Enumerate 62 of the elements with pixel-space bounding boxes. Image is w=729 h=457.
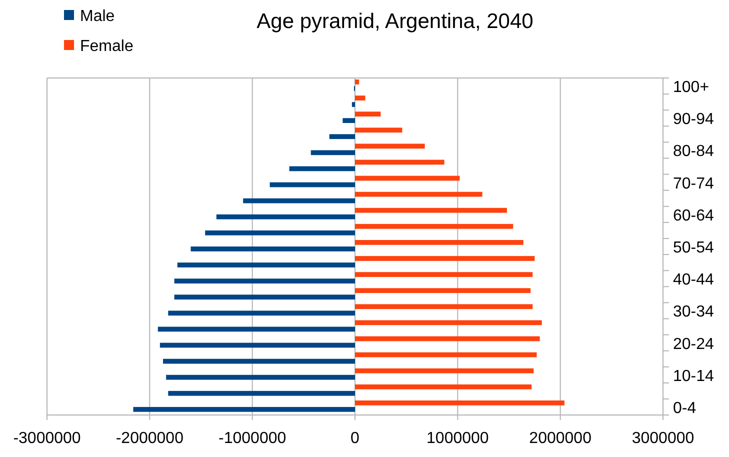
bar <box>168 310 355 316</box>
bar <box>163 358 355 364</box>
bar <box>160 342 355 348</box>
x-tick-label: -1000000 <box>218 430 286 447</box>
bar <box>355 128 402 133</box>
bar <box>355 256 535 261</box>
y-tick-label: 90-94 <box>673 111 714 128</box>
bar <box>355 112 381 116</box>
y-tick-label: 20-24 <box>673 336 714 353</box>
bar <box>355 368 534 374</box>
bar <box>177 262 355 268</box>
x-tick-label: 2000000 <box>529 430 592 447</box>
legend-label: Female <box>80 38 134 55</box>
bar <box>355 144 425 149</box>
bar <box>355 336 540 342</box>
x-tick-label: 1000000 <box>426 430 489 447</box>
x-tick-label: -2000000 <box>116 430 184 447</box>
bar <box>355 208 507 213</box>
y-tick-label: 0-4 <box>673 400 696 417</box>
bar <box>355 80 360 84</box>
bar <box>133 406 355 412</box>
bar <box>355 384 532 390</box>
y-tick-label: 60-64 <box>673 207 714 224</box>
bar <box>355 288 531 294</box>
bar <box>310 150 355 156</box>
bar <box>270 182 355 188</box>
bar <box>342 118 355 123</box>
bar <box>355 192 482 197</box>
bar <box>158 326 355 332</box>
x-tick-label: -3000000 <box>13 430 81 447</box>
bar <box>355 352 537 358</box>
bar <box>355 96 366 100</box>
y-tick-label: 70-74 <box>673 175 714 192</box>
bar <box>355 272 533 277</box>
bar <box>216 214 355 220</box>
legend-label: Male <box>80 8 115 25</box>
x-tick-label: 3000000 <box>632 430 694 447</box>
y-tick-label: 100+ <box>673 79 710 96</box>
bar <box>355 304 533 310</box>
bar <box>355 160 444 165</box>
y-tick-label: 80-84 <box>673 143 714 160</box>
bar <box>174 278 355 284</box>
bar <box>168 390 355 396</box>
x-tick-label: 0 <box>350 430 360 447</box>
y-tick-label: 10-14 <box>673 368 714 385</box>
y-tick-label: 50-54 <box>673 240 714 256</box>
y-tick-label: 30-34 <box>673 304 714 321</box>
bar <box>205 230 355 236</box>
bar <box>190 246 355 252</box>
bar <box>329 134 355 140</box>
bar <box>355 224 514 229</box>
y-tick-label: 40-44 <box>673 272 714 289</box>
bar <box>243 198 355 204</box>
bar <box>289 166 355 172</box>
bar <box>355 176 460 181</box>
bar <box>355 400 564 406</box>
bar <box>174 294 355 300</box>
bar <box>355 320 542 326</box>
bar <box>352 102 355 107</box>
bar <box>166 374 355 380</box>
chart-title: Age pyramid, Argentina, 2040 <box>256 10 534 33</box>
bar <box>355 240 524 245</box>
